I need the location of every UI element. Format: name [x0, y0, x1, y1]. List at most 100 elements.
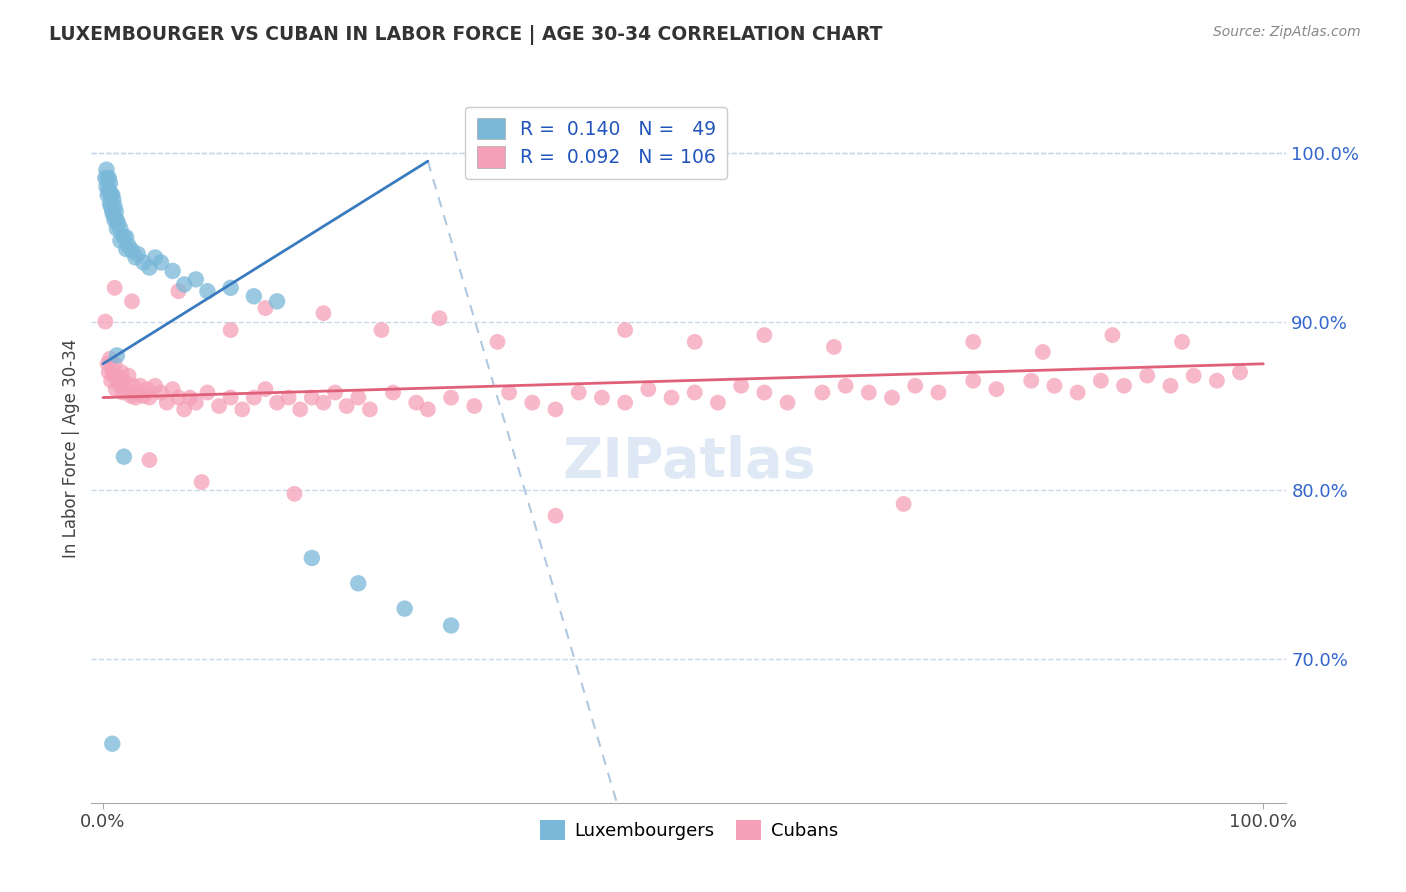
Point — [98, 186, 121, 201]
Text: LUXEMBOURGER VS CUBAN IN LABOR FORCE | AGE 30-34 CORRELATION CHART: LUXEMBOURGER VS CUBAN IN LABOR FORCE | A… — [49, 25, 883, 45]
Point — [115, 230, 138, 244]
Point — [115, 382, 138, 396]
Point — [105, 221, 128, 235]
Point — [124, 391, 146, 405]
Point — [893, 497, 915, 511]
Point — [97, 357, 120, 371]
Point — [359, 402, 381, 417]
Point — [110, 221, 132, 235]
Point — [127, 247, 149, 261]
Point — [127, 385, 149, 400]
Point — [614, 323, 637, 337]
Point — [568, 385, 591, 400]
Point — [94, 315, 117, 329]
Point — [880, 391, 903, 405]
Point — [823, 340, 845, 354]
Point — [266, 395, 288, 409]
Point — [1043, 378, 1066, 392]
Point — [97, 183, 120, 197]
Point — [104, 382, 127, 396]
Point — [323, 385, 346, 400]
Point — [591, 391, 613, 405]
Point — [138, 260, 160, 275]
Point — [277, 391, 299, 405]
Point — [110, 365, 132, 379]
Point — [394, 601, 416, 615]
Point — [1032, 345, 1054, 359]
Point — [184, 272, 207, 286]
Point — [266, 294, 288, 309]
Point — [290, 402, 312, 417]
Point — [927, 385, 949, 400]
Point — [197, 284, 219, 298]
Point — [97, 171, 120, 186]
Point — [143, 251, 166, 265]
Point — [1171, 334, 1194, 349]
Point — [101, 737, 124, 751]
Point — [243, 391, 266, 405]
Point — [498, 385, 520, 400]
Point — [986, 382, 1008, 396]
Point — [120, 389, 142, 403]
Point — [440, 391, 463, 405]
Point — [104, 200, 127, 214]
Point — [111, 385, 134, 400]
Point — [683, 334, 706, 349]
Point — [416, 402, 439, 417]
Point — [104, 213, 127, 227]
Point — [614, 395, 637, 409]
Point — [129, 378, 152, 392]
Point — [1066, 385, 1088, 400]
Point — [121, 294, 143, 309]
Point — [1019, 374, 1042, 388]
Point — [962, 374, 984, 388]
Point — [124, 251, 146, 265]
Point — [283, 487, 305, 501]
Point — [100, 200, 122, 214]
Point — [112, 450, 135, 464]
Point — [440, 618, 463, 632]
Point — [336, 399, 359, 413]
Point — [122, 378, 145, 392]
Point — [301, 551, 323, 566]
Point — [754, 328, 776, 343]
Point — [104, 204, 127, 219]
Point — [97, 188, 120, 202]
Point — [138, 453, 160, 467]
Y-axis label: In Labor Force | Age 30-34: In Labor Force | Age 30-34 — [62, 339, 80, 558]
Point — [98, 351, 121, 366]
Point — [101, 362, 124, 376]
Point — [347, 576, 370, 591]
Point — [683, 385, 706, 400]
Point — [162, 382, 184, 396]
Point — [219, 281, 242, 295]
Point — [103, 193, 125, 207]
Point — [100, 188, 122, 202]
Point — [101, 188, 124, 202]
Point — [117, 238, 139, 252]
Point — [522, 395, 544, 409]
Point — [103, 368, 125, 383]
Point — [254, 301, 277, 315]
Point — [301, 391, 323, 405]
Point — [96, 179, 118, 194]
Point — [486, 334, 509, 349]
Point — [115, 242, 138, 256]
Text: ZIPatlas: ZIPatlas — [562, 435, 815, 490]
Point — [97, 365, 120, 379]
Point — [167, 284, 190, 298]
Point — [179, 391, 201, 405]
Point — [1112, 378, 1135, 392]
Point — [382, 385, 405, 400]
Point — [1159, 378, 1181, 392]
Point — [1205, 374, 1227, 388]
Point — [370, 323, 392, 337]
Point — [105, 368, 128, 383]
Point — [1229, 365, 1251, 379]
Point — [834, 378, 856, 392]
Point — [429, 311, 451, 326]
Point — [104, 281, 127, 295]
Point — [463, 399, 485, 413]
Point — [312, 395, 335, 409]
Point — [112, 374, 135, 388]
